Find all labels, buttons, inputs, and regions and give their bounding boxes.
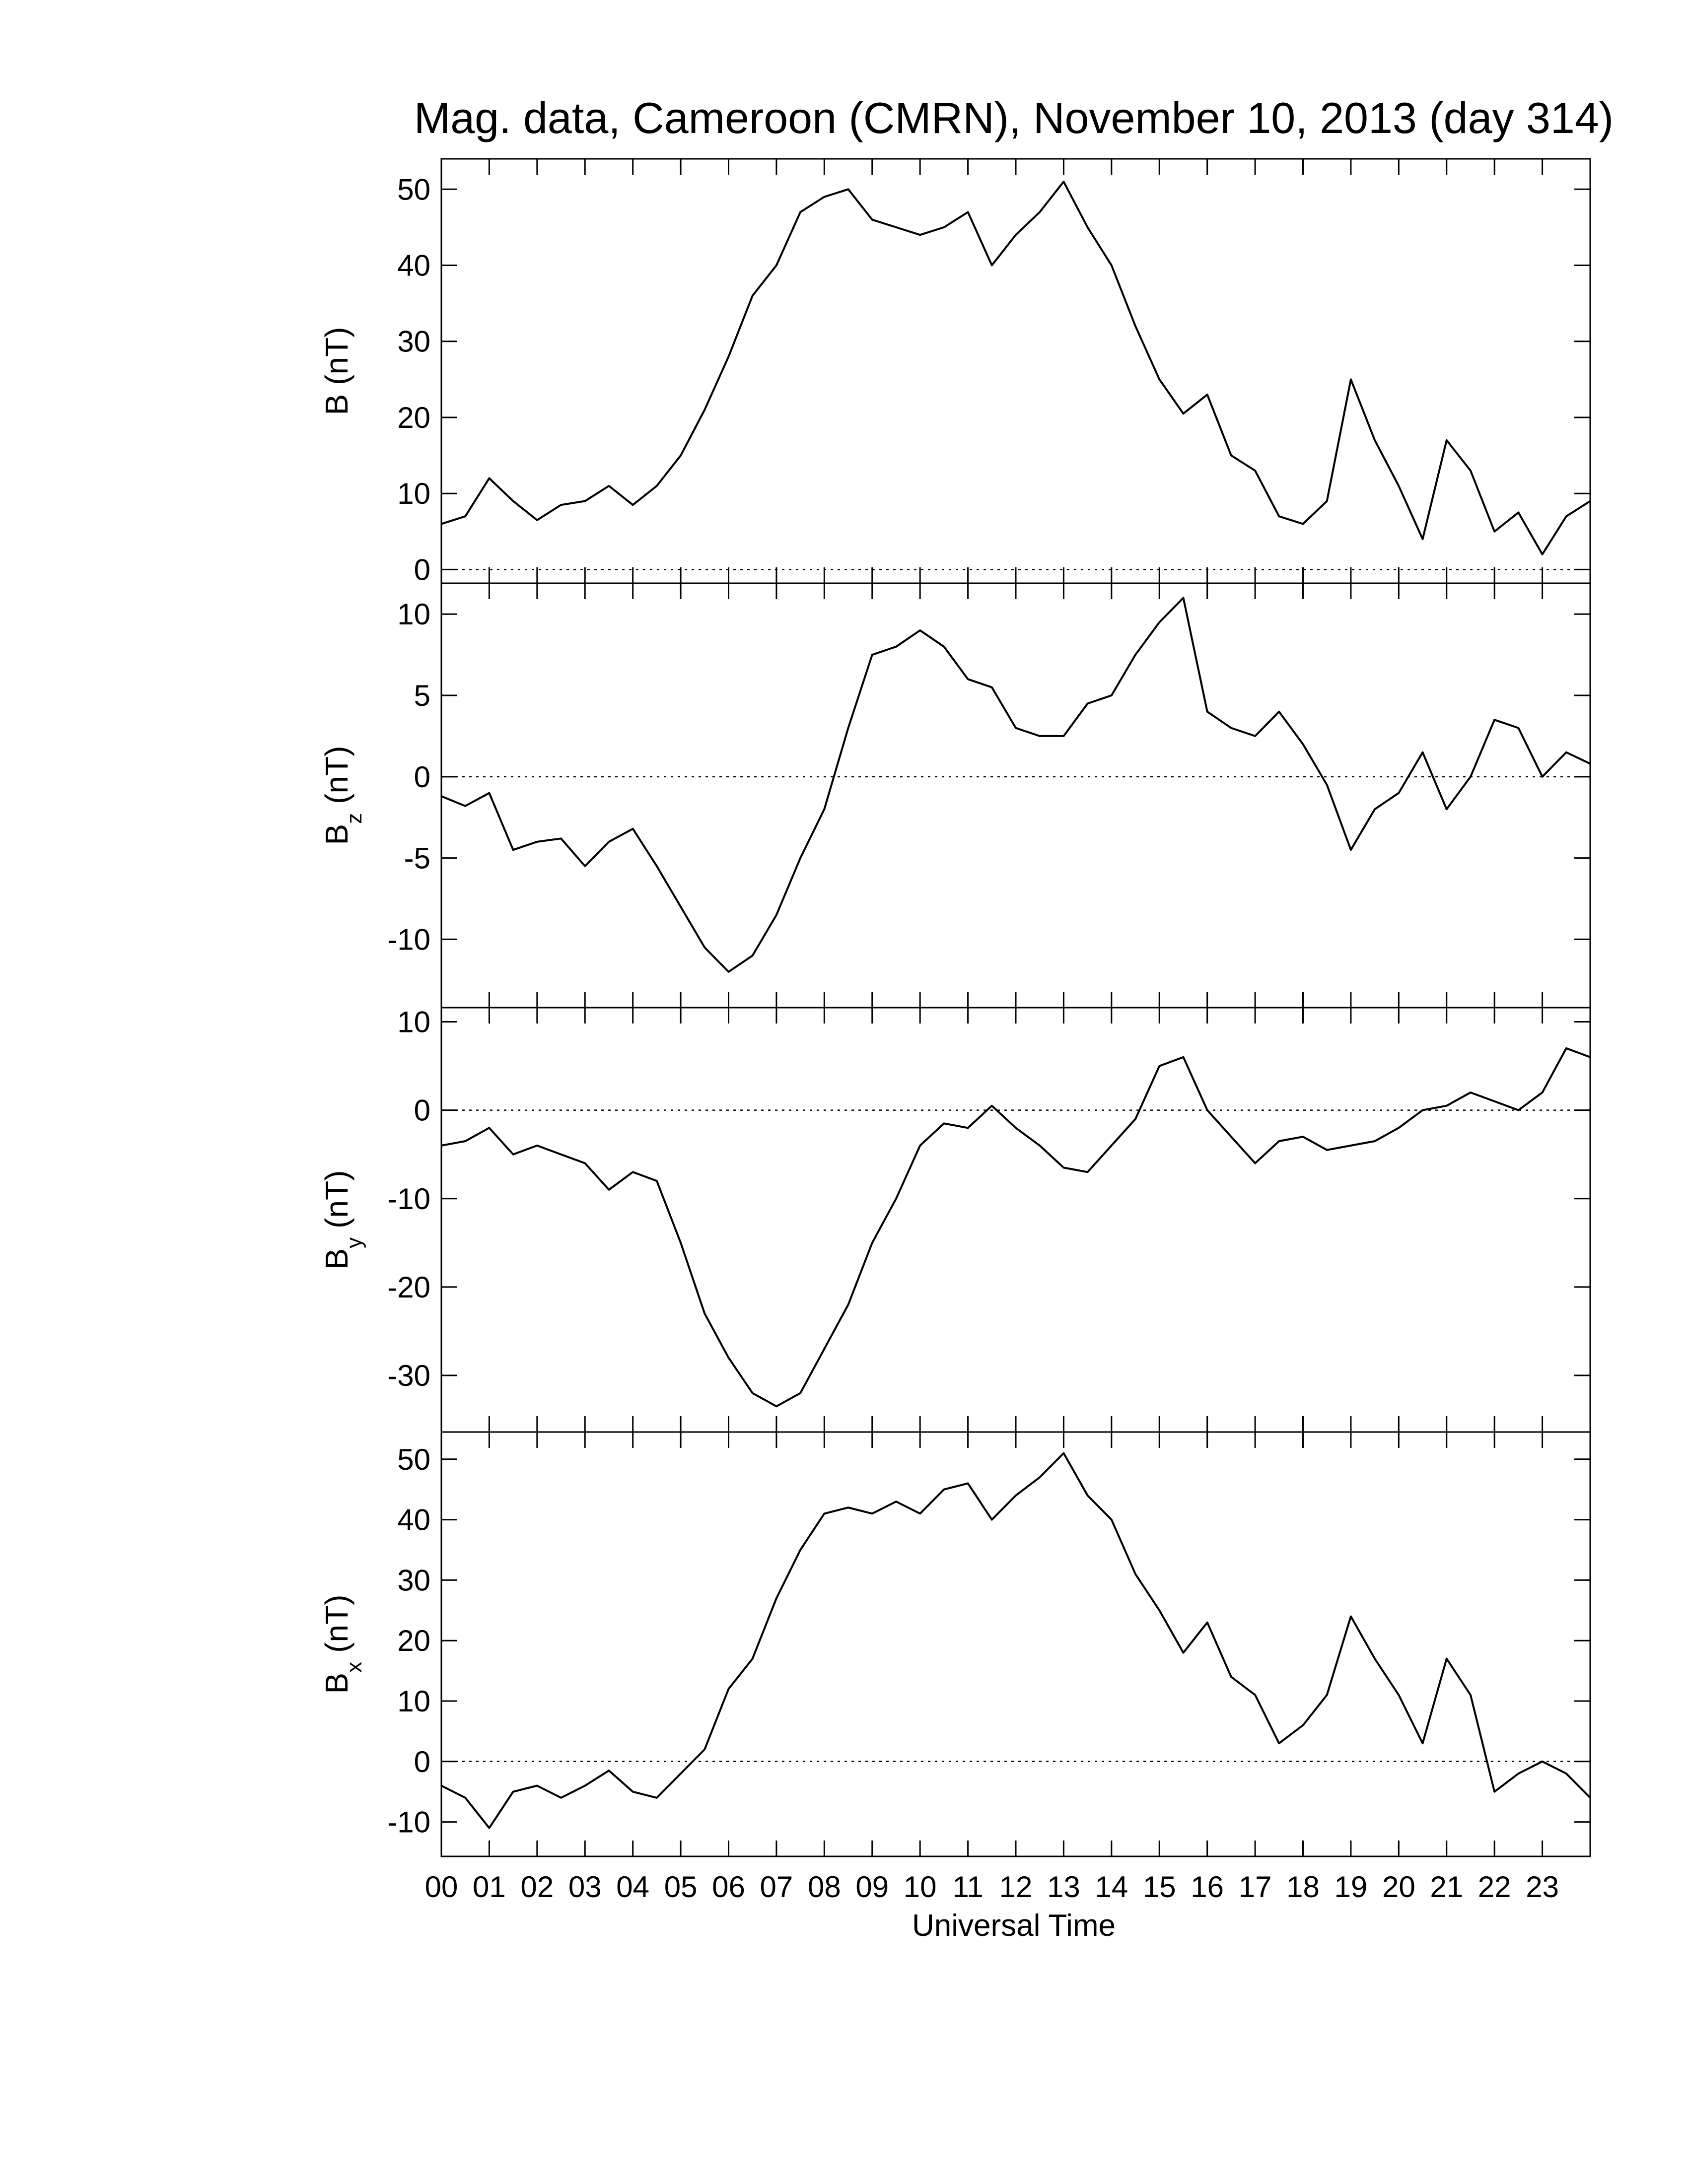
x-tick-label: 07 [760,1870,793,1904]
y-label-unit: (nT) [319,327,354,385]
y-label-subscript: y [342,1237,366,1248]
data-line [441,597,1591,973]
x-tick-label: 01 [473,1870,506,1904]
x-tick-label: 15 [1143,1870,1176,1904]
y-tick-label: -5 [404,842,430,875]
y-label-subscript: x [342,1662,366,1673]
y-tick-label: 0 [414,760,430,794]
y-tick-label: 50 [397,173,430,206]
x-tick-label: 17 [1239,1870,1272,1904]
x-tick-label: 04 [616,1870,649,1904]
x-tick-label: 21 [1430,1870,1463,1904]
y-label-unit: (nT) [319,746,354,804]
y-tick-label: 40 [397,249,430,282]
y-tick-label: 0 [414,1745,430,1778]
y-tick-label: 0 [414,553,430,586]
x-tick-label: 13 [1047,1870,1080,1904]
y-tick-label: -10 [387,1806,430,1839]
y-tick-label: -30 [387,1359,430,1392]
y-label-unit: (nT) [319,1170,354,1228]
y-axis-label: B (nT) [319,327,354,415]
x-tick-label: 11 [952,1870,983,1904]
x-tick-label: 23 [1526,1870,1559,1904]
x-tick-label: 03 [568,1870,602,1904]
x-axis-label: Universal Time [912,1909,1116,1943]
y-tick-label: 50 [397,1443,430,1476]
y-tick-label: 0 [414,1094,430,1127]
x-tick-label: 16 [1191,1870,1224,1904]
y-tick-label: 40 [397,1503,430,1537]
y-tick-label: -10 [387,923,430,956]
y-axis-label: Bz (nT) [319,746,366,845]
x-tick-label: 12 [999,1870,1033,1904]
y-tick-label: 10 [397,598,430,631]
y-tick-label: 30 [397,325,430,358]
plot-frame [440,158,1591,584]
x-tick-label: 08 [808,1870,841,1904]
y-axis-label: By (nT) [319,1170,366,1270]
y-label-symbol: B [319,394,354,415]
x-tick-label: 06 [712,1870,745,1904]
y-tick-label: -20 [387,1271,430,1304]
data-line [441,181,1591,555]
data-line [441,1452,1591,1829]
y-tick-label: -10 [387,1182,430,1216]
y-label-symbol: B [319,1248,354,1270]
x-tick-label: 20 [1382,1870,1415,1904]
y-tick-label: 5 [414,679,430,712]
y-tick-label: 10 [397,1006,430,1039]
y-axis-label: Bx (nT) [319,1595,366,1694]
y-tick-label: 20 [397,1624,430,1657]
x-tick-label: 00 [425,1870,458,1904]
x-tick-label: 02 [520,1870,554,1904]
plot-frame [440,582,1591,1009]
y-tick-label: 20 [397,401,430,434]
data-line [441,1047,1591,1408]
y-tick-label: 10 [397,1685,430,1718]
chart-title: Mag. data, Cameroon (CMRN), November 10,… [414,93,1614,142]
x-tick-label: 09 [855,1870,889,1904]
x-tick-label: 10 [904,1870,937,1904]
x-tick-label: 14 [1095,1870,1128,1904]
y-label-subscript: z [342,813,366,824]
y-label-symbol: B [319,1673,354,1694]
x-tick-label: 05 [664,1870,698,1904]
x-tick-label: 22 [1478,1870,1511,1904]
y-label-unit: (nT) [319,1595,354,1653]
y-label-symbol: B [319,824,354,845]
y-tick-label: 10 [397,477,430,510]
x-tick-label: 19 [1335,1870,1368,1904]
x-tick-label: 18 [1286,1870,1320,1904]
plot-frame [440,1007,1591,1433]
y-tick-label: 30 [397,1564,430,1597]
